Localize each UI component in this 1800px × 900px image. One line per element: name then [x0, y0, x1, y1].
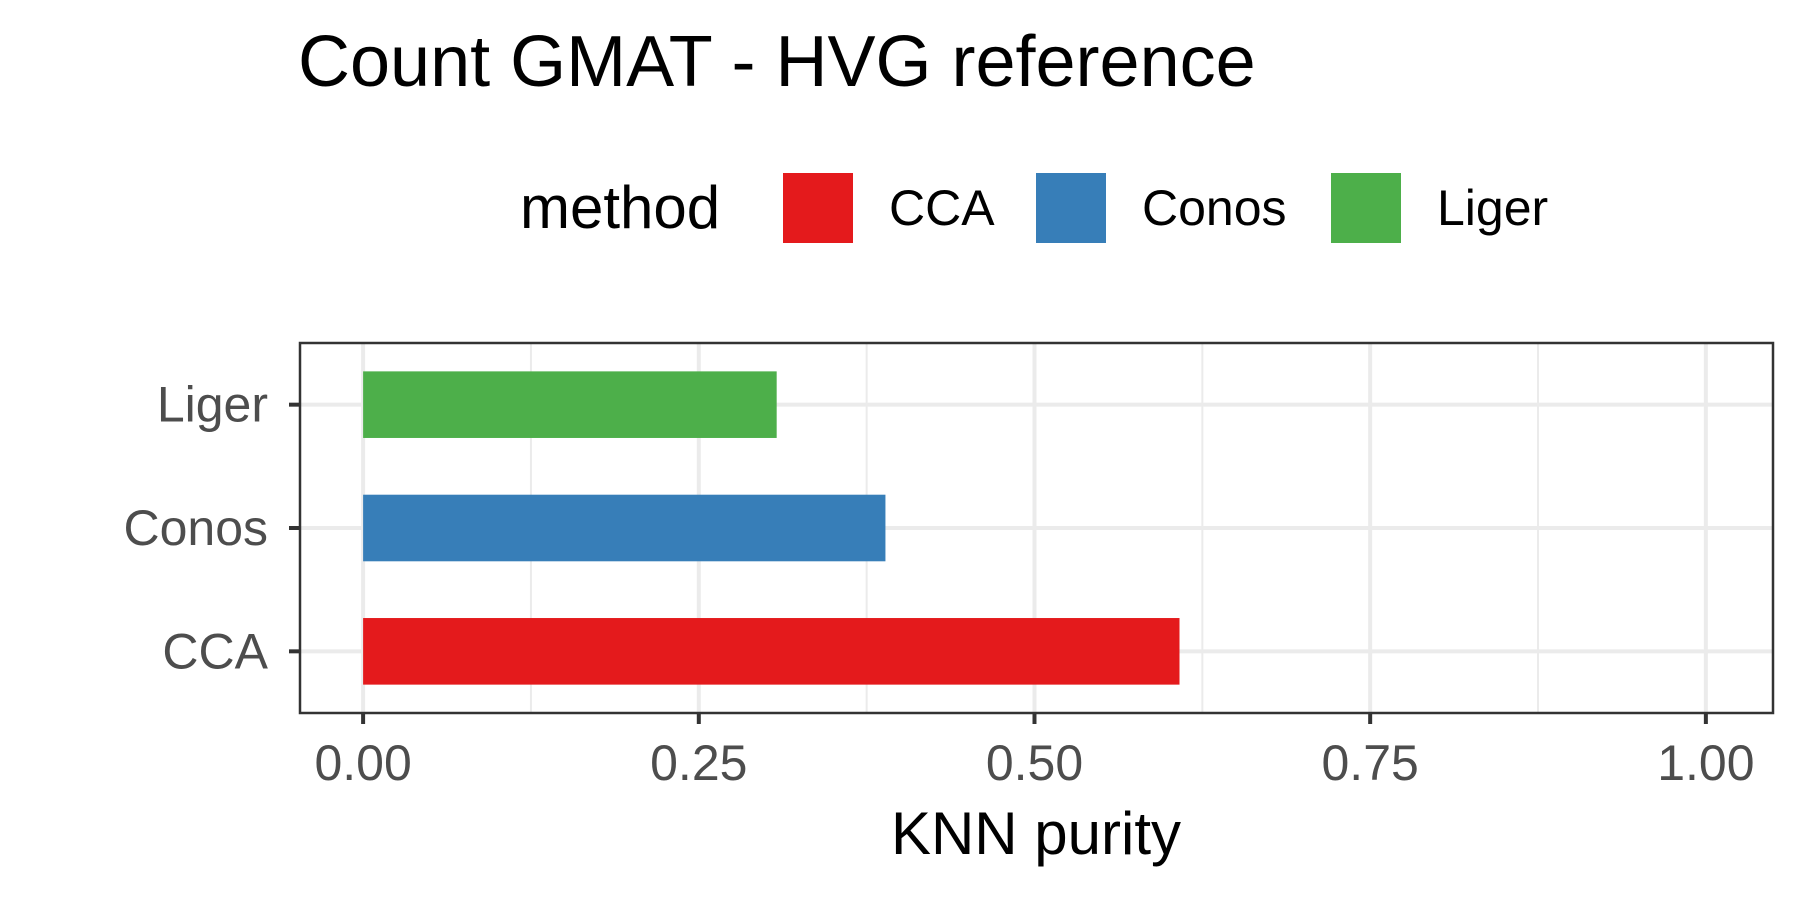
y-tick-label: Liger [157, 377, 268, 433]
x-axis: 0.00 0.25 0.50 0.75 1.00 [314, 713, 1755, 791]
x-tick-label: 0.50 [986, 735, 1083, 791]
chart-title: Count GMAT - HVG reference [298, 22, 1256, 102]
y-tick-label: CCA [162, 623, 268, 679]
x-tick-label: 0.75 [1322, 735, 1419, 791]
y-tick-label: Conos [123, 500, 268, 556]
legend-label: Liger [1437, 180, 1548, 236]
x-tick-label: 0.25 [650, 735, 747, 791]
legend-key-conos [1036, 173, 1106, 243]
legend-label: CCA [889, 180, 995, 236]
legend-key-liger [1331, 173, 1401, 243]
y-axis: CCA Conos Liger [123, 377, 300, 679]
x-tick-label: 1.00 [1657, 735, 1754, 791]
legend-key-cca [783, 173, 853, 243]
bar-cca [363, 618, 1180, 685]
bar-conos [363, 494, 886, 562]
legend: method CCA Conos Liger [520, 173, 1548, 243]
legend-title: method [520, 174, 720, 241]
plot-panel [298, 341, 1775, 715]
x-axis-title: KNN purity [891, 800, 1181, 867]
bar-liger [363, 371, 777, 438]
legend-label: Conos [1142, 180, 1287, 236]
x-tick-label: 0.00 [314, 735, 411, 791]
